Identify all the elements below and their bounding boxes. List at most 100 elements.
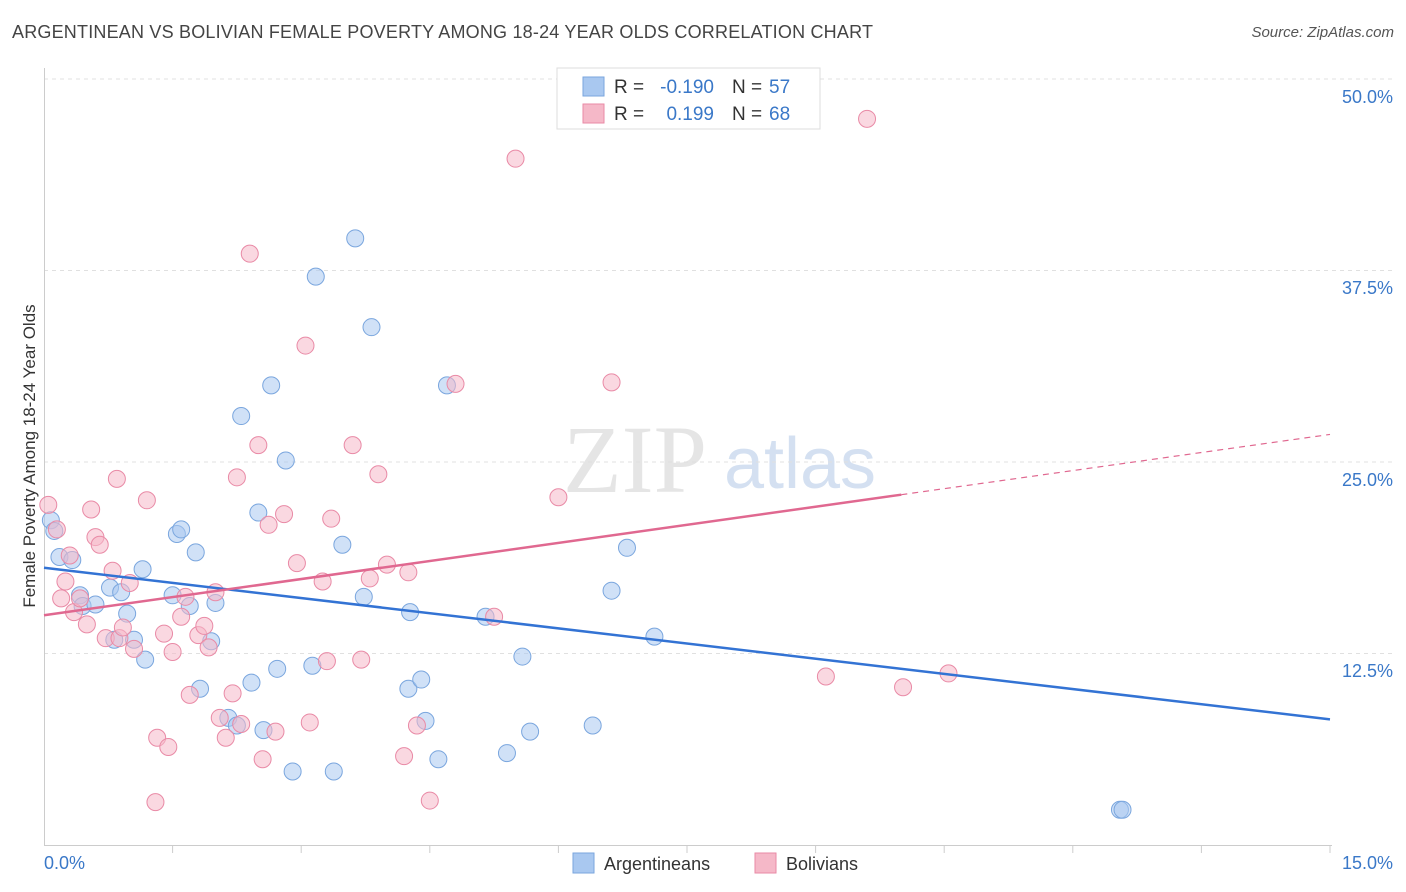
point-bolivians-38 — [253, 750, 272, 769]
point-bolivians-34 — [227, 468, 246, 487]
point-bolivians-19 — [146, 793, 165, 812]
point-bolivians-48 — [343, 436, 362, 455]
point-argentineans-51 — [617, 538, 636, 557]
point-bolivians-33 — [223, 684, 242, 703]
point-bolivians-26 — [180, 685, 199, 704]
point-bolivians-29 — [199, 638, 218, 657]
y-tick-label-50: 50.0% — [1342, 87, 1393, 107]
point-bolivians-51 — [369, 465, 388, 484]
point-argentineans-16 — [172, 520, 191, 539]
chart-title: ARGENTINEAN VS BOLIVIAN FEMALE POVERTY A… — [12, 22, 874, 42]
point-bolivians-50 — [360, 569, 379, 588]
legend-n-value-argentineans: 57 — [769, 77, 790, 98]
point-argentineans-48 — [521, 722, 540, 741]
point-bolivians-2 — [52, 589, 71, 608]
point-bolivians-54 — [399, 563, 418, 582]
point-bolivians-7 — [77, 615, 96, 634]
watermark-zip: ZIP — [563, 406, 707, 513]
point-argentineans-39 — [399, 679, 418, 698]
point-argentineans-46 — [497, 744, 516, 763]
point-argentineans-28 — [262, 376, 281, 395]
point-bolivians-60 — [549, 488, 568, 507]
point-bolivians-13 — [107, 469, 126, 488]
point-bolivians-24 — [172, 607, 191, 626]
legend-n-label-argentineans: N = — [732, 77, 762, 98]
point-bolivians-59 — [506, 149, 525, 168]
point-argentineans-24 — [232, 407, 251, 426]
trend-line-argentineans — [43, 566, 1331, 721]
trend-lines — [43, 433, 1331, 721]
point-argentineans-41 — [412, 670, 431, 689]
point-bolivians-22 — [159, 737, 178, 756]
point-bolivians-44 — [300, 713, 319, 732]
y-tick-label-25: 25.0% — [1342, 470, 1393, 490]
point-bolivians-40 — [266, 722, 285, 741]
point-bolivians-55 — [407, 716, 426, 735]
point-argentineans-26 — [249, 503, 268, 522]
point-argentineans-49 — [583, 716, 602, 735]
series-legend: Argentineans Bolivians — [572, 852, 858, 874]
point-bolivians-31 — [210, 708, 229, 727]
point-bolivians-15 — [113, 618, 132, 637]
x-tick-label-min: 0.0% — [44, 853, 85, 873]
point-argentineans-35 — [333, 535, 352, 554]
point-bolivians-56 — [420, 791, 439, 810]
legend-swatch-bolivians — [582, 103, 605, 124]
legend-r-value-bolivians: 0.199 — [666, 104, 714, 125]
point-argentineans-30 — [276, 451, 295, 470]
legend-r-label-argentineans: R = — [614, 77, 644, 98]
point-bolivians-61 — [602, 373, 621, 392]
point-argentineans-52 — [645, 627, 664, 646]
point-bolivians-43 — [296, 336, 315, 355]
point-argentineans-38 — [362, 318, 381, 337]
point-argentineans-50 — [602, 581, 621, 600]
point-argentineans-47 — [513, 647, 532, 666]
point-argentineans-31 — [283, 762, 302, 781]
point-bolivians-52 — [377, 555, 396, 574]
trend-line-bolivians-extension — [901, 433, 1331, 496]
point-argentineans-34 — [324, 762, 343, 781]
point-bolivians-42 — [287, 554, 306, 573]
point-bolivians-62 — [816, 667, 835, 686]
point-argentineans-13 — [136, 650, 155, 669]
point-bolivians-49 — [352, 650, 371, 669]
bottom-legend-label-argentineans: Argentineans — [604, 854, 710, 874]
x-tick-label-max: 15.0% — [1342, 853, 1393, 873]
stats-legend: R = -0.190 N = 57 R = 0.199 N = 68 — [556, 67, 821, 130]
point-bolivians-46 — [317, 652, 336, 671]
point-bolivians-18 — [137, 491, 156, 510]
point-argentineans-25 — [242, 673, 261, 692]
point-argentineans-29 — [268, 659, 287, 678]
point-argentineans-55 — [1113, 800, 1132, 819]
point-bolivians-4 — [60, 546, 79, 565]
point-bolivians-0 — [39, 495, 58, 514]
point-argentineans-6 — [86, 595, 105, 614]
point-bolivians-3 — [56, 572, 75, 591]
watermark-atlas: atlas — [724, 424, 876, 504]
point-argentineans-12 — [133, 560, 152, 579]
point-bolivians-39 — [259, 515, 278, 534]
legend-r-value-argentineans: -0.190 — [660, 77, 714, 98]
point-bolivians-41 — [275, 505, 294, 524]
point-bolivians-17 — [125, 639, 144, 658]
point-bolivians-21 — [155, 624, 174, 643]
point-bolivians-28 — [195, 616, 214, 635]
legend-r-label-bolivians: R = — [614, 104, 644, 125]
y-axis-title: Female Poverty Among 18-24 Year Olds — [20, 304, 39, 607]
point-argentineans-37 — [354, 587, 373, 606]
bottom-legend-label-bolivians: Bolivians — [786, 854, 858, 874]
legend-n-label-bolivians: N = — [732, 104, 762, 125]
y-tick-label-12-5: 12.5% — [1342, 661, 1393, 681]
point-bolivians-53 — [395, 747, 414, 766]
point-argentineans-43 — [429, 750, 448, 769]
point-bolivians-1 — [47, 520, 66, 539]
point-bolivians-37 — [249, 436, 268, 455]
chart-source: Source: ZipAtlas.com — [1251, 24, 1394, 41]
point-bolivians-64 — [894, 678, 913, 697]
axes — [44, 68, 1332, 846]
grid-lines — [44, 78, 1393, 654]
bottom-legend-swatch-bolivians — [754, 852, 777, 874]
y-tick-label-37-5: 37.5% — [1342, 278, 1393, 298]
point-bolivians-63 — [858, 109, 877, 128]
